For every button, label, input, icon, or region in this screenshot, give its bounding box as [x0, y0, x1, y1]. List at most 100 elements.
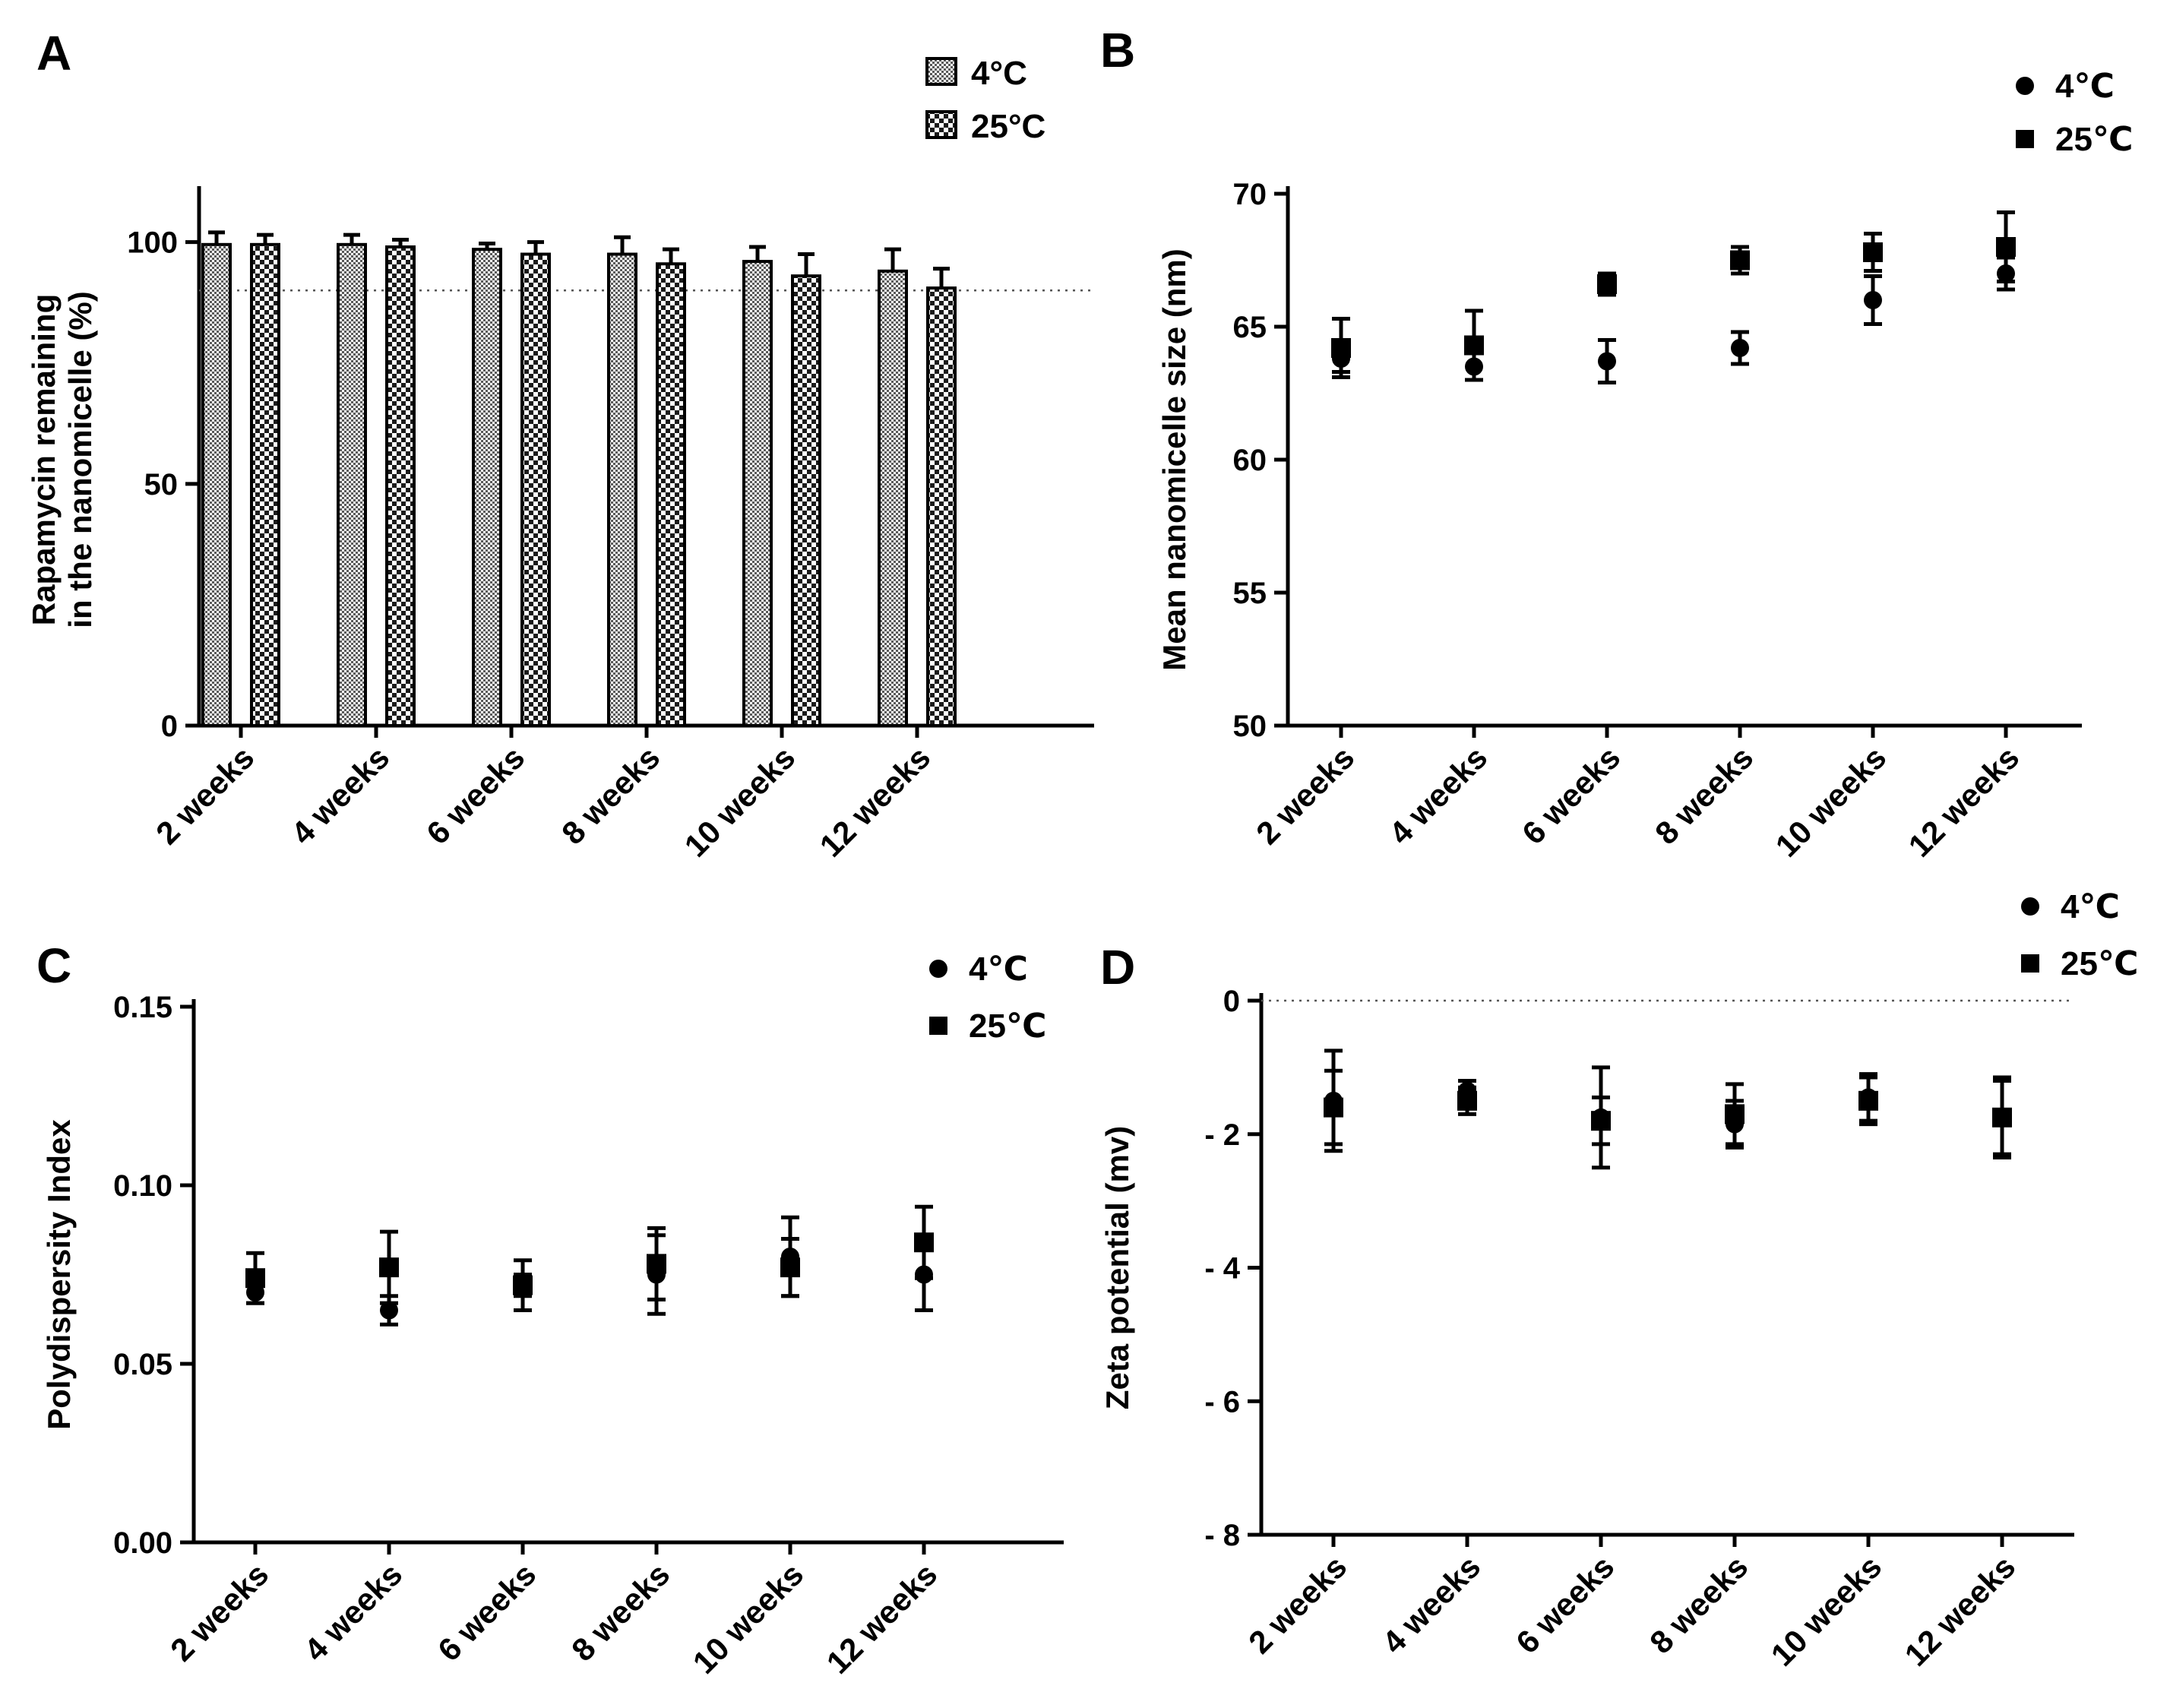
y-tick-label: 50 [144, 468, 179, 501]
legend-marker-circle [2016, 77, 2034, 95]
data-point-square [1996, 237, 2016, 257]
legend: 4℃25℃ [2016, 68, 2133, 158]
legend-marker-circle [2021, 897, 2039, 916]
panel-label: D [1100, 940, 1135, 995]
bar [472, 248, 502, 727]
y-tick-label: - 4 [1204, 1252, 1240, 1286]
bar [926, 286, 957, 728]
data-point-square [1858, 1090, 1878, 1111]
x-tick-label: 8 weeks [1648, 739, 1760, 851]
legend-swatch [925, 110, 957, 139]
panel-label: C [36, 938, 71, 993]
data-point-square [1992, 1107, 2012, 1128]
x-tick-label: 8 weeks [1643, 1548, 1754, 1660]
data-point-square [914, 1232, 934, 1253]
x-tick-label: 2 weeks [163, 1556, 275, 1668]
x-tick-label: 4 weeks [1382, 739, 1494, 851]
legend-marker-square [929, 1017, 947, 1035]
legend-label: 25℃ [2055, 121, 2133, 158]
data-point-square [1591, 1111, 1611, 1131]
data-point-square [1464, 335, 1484, 356]
legend-marker-square [2016, 130, 2034, 148]
panel-b: B 50 55 60 65 70 Mean nanomicelle size (nm) 2 w… [1100, 23, 2133, 864]
x-tick-label: 4 weeks [284, 739, 396, 851]
bar [742, 260, 773, 728]
x-tick-label: 12 weeks [1898, 1548, 2023, 1673]
y-axis-title: Polydispersity Index [41, 1119, 77, 1430]
bar [791, 274, 821, 727]
data-point-square [513, 1275, 533, 1295]
data-point-circle [1731, 339, 1749, 357]
x-tick-label: 4 weeks [1375, 1548, 1487, 1660]
data-point-square [1597, 274, 1617, 294]
y-tick-label: 100 [127, 226, 178, 260]
y-tick-label: 50 [1233, 710, 1267, 743]
legend: 4℃ 25℃ [2021, 888, 2138, 982]
panel-a: A 0 50 100 Rapamycin remaining in the nanomic… [26, 26, 1094, 864]
y-tick-label: 0 [1223, 985, 1240, 1018]
legend: 4°C 25°C [925, 55, 1045, 145]
data-point-square [1331, 338, 1351, 358]
x-tick-label: 6 weeks [419, 739, 531, 851]
y-tick-label: 70 [1233, 178, 1267, 211]
data-point-square [1324, 1097, 1343, 1118]
x-tick-label: 10 weeks [678, 739, 802, 864]
bar [201, 242, 232, 727]
data-point-square [1457, 1090, 1477, 1111]
legend: 4℃ 25℃ [929, 950, 1046, 1045]
data-point-circle [380, 1301, 398, 1320]
x-tick-label: 12 weeks [813, 739, 938, 864]
legend-swatch [925, 57, 957, 86]
data-point-square [1863, 242, 1883, 262]
x-tick-label: 8 weeks [565, 1556, 676, 1668]
data-point-square [1725, 1104, 1745, 1124]
legend-label: 25°C [971, 108, 1045, 145]
legend-label: 4℃ [2055, 68, 2115, 105]
legend-label: 4℃ [969, 950, 1028, 988]
bar [250, 242, 280, 727]
x-tick-label: 4 weeks [297, 1556, 409, 1668]
legend-label: 4°C [971, 55, 1027, 92]
data-point-circle [1864, 291, 1882, 309]
y-axis-title: in the nanomicelle (%) [62, 291, 98, 628]
bar [607, 252, 637, 727]
bar [520, 252, 551, 727]
y-tick-label: 0.05 [113, 1348, 172, 1381]
x-tick-label: 8 weeks [555, 739, 666, 851]
y-axis-title: Mean nanomicelle size (nm) [1156, 248, 1192, 670]
data-point-square [647, 1254, 666, 1274]
y-tick-label: 60 [1233, 444, 1267, 477]
x-tick-label: 2 weeks [1242, 1548, 1353, 1660]
x-tick-label: 10 weeks [1764, 1548, 1889, 1673]
data-point-square [780, 1257, 800, 1278]
y-tick-label: - 2 [1204, 1118, 1240, 1152]
panel-label: B [1100, 23, 1135, 77]
legend-label: 25℃ [2061, 945, 2138, 982]
bar [878, 269, 908, 727]
x-tick-label: 12 weeks [820, 1556, 944, 1681]
data-point-square [245, 1268, 265, 1289]
bar [385, 245, 416, 727]
data-point-square [379, 1257, 399, 1278]
x-tick-label: 12 weeks [1902, 739, 2026, 864]
legend-marker-square [2021, 954, 2039, 973]
x-tick-label: 2 weeks [149, 739, 261, 851]
x-tick-label: 10 weeks [686, 1556, 811, 1681]
legend-label: 4℃ [2061, 888, 2120, 925]
data-point-circle [1598, 352, 1616, 371]
y-tick-label: - 6 [1204, 1385, 1240, 1419]
y-axis-title: Zeta potential (mv) [1099, 1126, 1135, 1409]
y-tick-label: 0.15 [113, 991, 172, 1024]
y-tick-label: 55 [1233, 577, 1267, 610]
panel-label: A [36, 26, 71, 81]
data-point-square [1730, 250, 1750, 270]
y-tick-label: - 8 [1204, 1519, 1240, 1552]
panel-d: D - 8 - 6 - 4 - 2 0 Zeta potential (mv) 2 weeks… [1099, 888, 2138, 1673]
bar [337, 242, 367, 727]
y-tick-label: 0 [161, 710, 178, 743]
panel-c: C 0.00 0.05 0.10 0.15 Polydispersity Index 2 w… [36, 938, 1064, 1681]
legend-label: 25℃ [969, 1007, 1046, 1045]
x-tick-label: 2 weeks [1249, 739, 1361, 851]
x-tick-label: 10 weeks [1769, 739, 1893, 864]
